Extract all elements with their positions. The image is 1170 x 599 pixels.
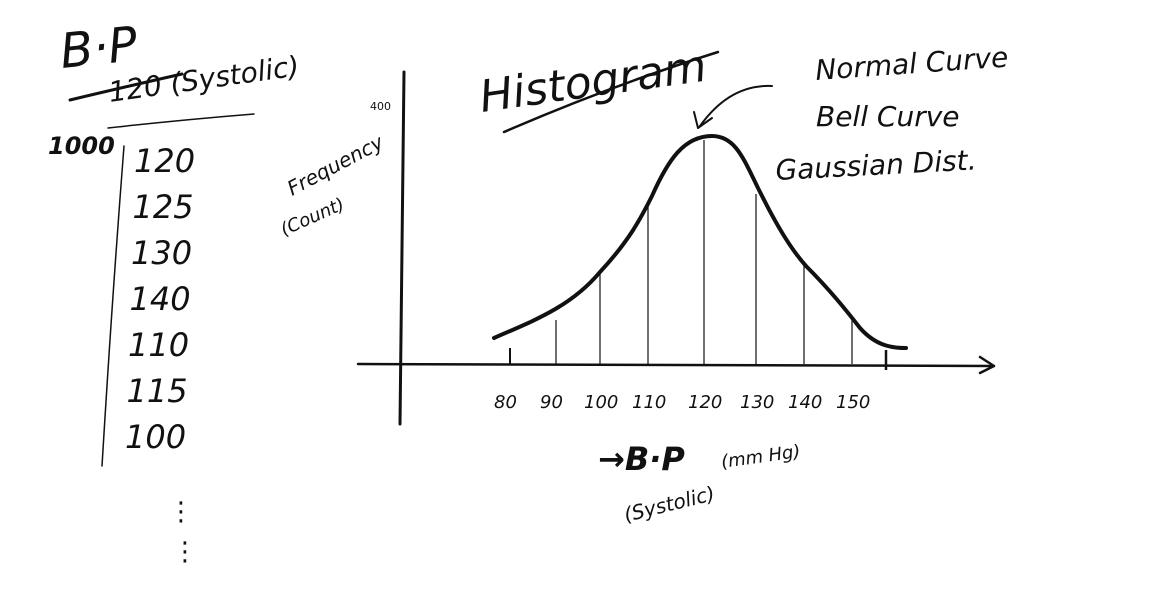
y-axis-label: Frequency bbox=[283, 129, 388, 200]
annotation-gaussian: Gaussian Dist. bbox=[775, 144, 978, 187]
readings-continuation: ⋮ bbox=[168, 497, 194, 527]
readings-list: 120 125 130 140 110 115 100 bbox=[125, 142, 195, 456]
x-tick-label: 100 bbox=[584, 392, 618, 413]
sample-size-line bbox=[107, 113, 255, 129]
y-axis bbox=[398, 70, 406, 426]
left-notes: B·P 120 (Systolic) 1000 1201251301401101… bbox=[48, 16, 301, 567]
reading-item: 140 bbox=[130, 280, 191, 318]
histogram-title: Histogram bbox=[476, 41, 709, 123]
x-tick-label: 90 bbox=[540, 392, 563, 413]
annotation-arrowhead bbox=[693, 111, 713, 129]
x-tick-label: 110 bbox=[632, 392, 666, 413]
reading-item: 120 bbox=[134, 142, 195, 180]
x-axis-arrow bbox=[978, 355, 996, 375]
x-tick-label: 120 bbox=[688, 392, 722, 413]
annotation-arrow bbox=[699, 84, 773, 127]
x-tick-label: 150 bbox=[836, 392, 870, 413]
curve-annotation: Normal Curve Bell Curve Gaussian Dist. bbox=[693, 41, 1009, 187]
histogram-bars bbox=[509, 140, 888, 370]
x-tick-label: 140 bbox=[788, 392, 822, 413]
reading-item: 100 bbox=[125, 418, 186, 456]
x-tick-label: 130 bbox=[740, 392, 774, 413]
x-axis-unit: (mm Hg) bbox=[720, 441, 802, 473]
readings-column-line bbox=[101, 145, 125, 467]
reading-item: 125 bbox=[133, 188, 194, 226]
x-axis-label: →B·P bbox=[598, 440, 685, 478]
x-tick-label: 80 bbox=[494, 392, 517, 413]
reading-item: 130 bbox=[131, 234, 192, 272]
histogram-title-underline bbox=[502, 50, 720, 134]
x-axis-sublabel: (Systolic) bbox=[621, 481, 717, 527]
bp-title-underline bbox=[68, 72, 184, 102]
annotation-normal-curve: Normal Curve bbox=[814, 41, 1009, 87]
reading-item: 110 bbox=[128, 326, 189, 364]
reading-item: 115 bbox=[127, 372, 188, 410]
x-axis bbox=[356, 362, 996, 368]
bp-title: B·P bbox=[57, 16, 140, 80]
y-axis-label-count: (Count) bbox=[277, 194, 347, 241]
x-tick-labels: 80 90 100 110 120 130 140 150 bbox=[494, 392, 870, 413]
sample-size: 1000 bbox=[48, 132, 115, 160]
y-top-tick-label: 400 bbox=[370, 100, 391, 113]
annotation-bell-curve: Bell Curve bbox=[816, 100, 960, 133]
readings-continuation-2: ⋮ bbox=[172, 537, 198, 567]
